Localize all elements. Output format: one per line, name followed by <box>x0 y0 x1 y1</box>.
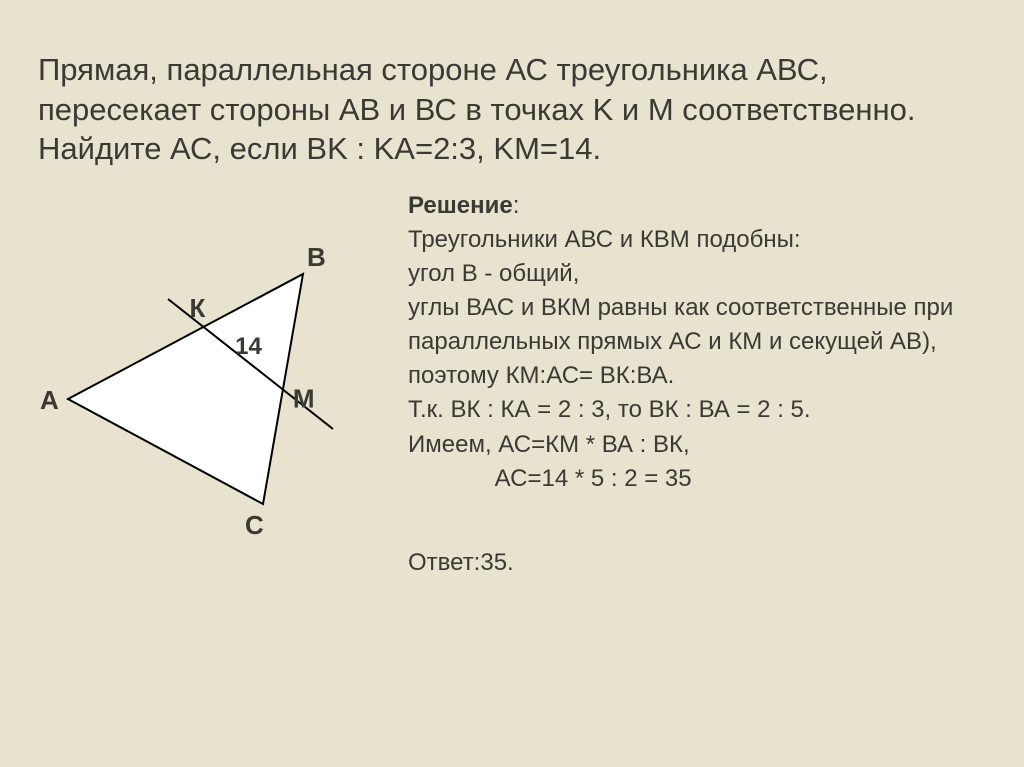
svg-text:М: М <box>293 384 315 414</box>
solution-lines: Треугольники АВС и КВМ подобны:угол В - … <box>408 223 986 496</box>
colon: : <box>513 192 520 219</box>
solution-heading: Решение <box>408 192 513 219</box>
solution-answer: Ответ:35. <box>408 546 986 580</box>
svg-text:А: А <box>40 385 59 415</box>
content-row: А В С К М 14 Решение: Треугольники АВС и КВМ … <box>38 189 986 580</box>
problem-statement: Прямая, параллельная стороне АС треуголь… <box>38 50 986 169</box>
triangle-svg: А В С К М 14 <box>38 239 383 549</box>
svg-text:К: К <box>189 293 205 323</box>
triangle-diagram: А В С К М 14 <box>38 189 408 580</box>
solution-line: поэтому КМ:АС= ВК:ВА. <box>408 359 986 393</box>
solution-heading-line: Решение: <box>408 189 986 223</box>
solution-line: Имеем, АС=КМ * ВА : ВК, <box>408 428 986 462</box>
solution-line: угол В - общий, <box>408 257 986 291</box>
solution-block: Решение: Треугольники АВС и КВМ подобны:… <box>408 189 986 580</box>
solution-line: Т.к. ВК : КА = 2 : 3, то ВК : ВА = 2 : 5… <box>408 393 986 427</box>
solution-line: Треугольники АВС и КВМ подобны: <box>408 223 986 257</box>
solution-line: АС=14 * 5 : 2 = 35 <box>408 462 986 496</box>
svg-text:14: 14 <box>235 333 262 360</box>
svg-text:С: С <box>245 510 264 540</box>
solution-line: углы ВАС и ВКМ равны как соответственные… <box>408 291 986 359</box>
svg-text:В: В <box>307 242 326 272</box>
